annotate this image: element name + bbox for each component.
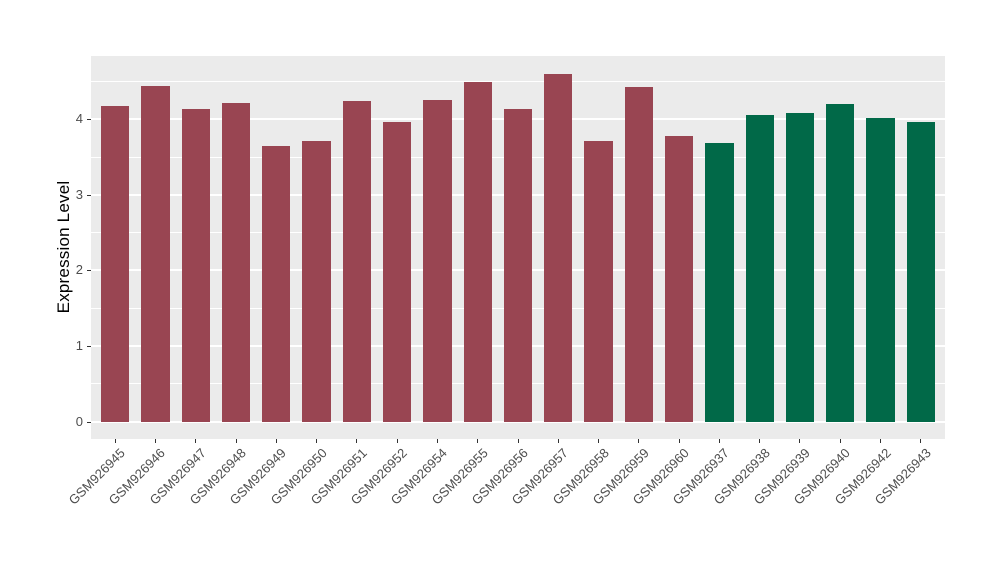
y-tick-label: 1: [75, 338, 83, 354]
x-tick-mark: [517, 439, 519, 443]
bar-GSM926950: [302, 141, 331, 422]
x-tick-mark: [920, 439, 922, 443]
y-tick-label: 0: [75, 413, 83, 429]
bar-GSM926952: [383, 122, 412, 422]
x-tick-mark: [678, 439, 680, 443]
gridline-major: [91, 420, 945, 423]
bar-GSM926943: [906, 121, 935, 422]
bar-GSM926947: [181, 108, 210, 422]
y-tick-mark: [87, 119, 91, 121]
x-tick-mark: [436, 439, 438, 443]
bar-GSM926955: [463, 82, 492, 422]
x-tick-mark: [638, 439, 640, 443]
plot-panel: [91, 56, 945, 439]
bar-GSM926937: [705, 143, 734, 422]
gridline-minor: [91, 80, 945, 82]
x-tick-mark: [759, 439, 761, 443]
y-tick-mark: [87, 421, 91, 423]
bar-GSM926946: [141, 86, 170, 422]
bar-GSM926939: [785, 113, 815, 422]
bar-GSM926958: [584, 141, 613, 422]
bar-GSM926945: [101, 105, 130, 422]
bar-GSM926954: [423, 99, 452, 422]
x-tick-mark: [718, 439, 720, 443]
y-tick-mark: [87, 194, 91, 196]
x-tick-mark: [154, 439, 156, 443]
bar-GSM926951: [342, 101, 371, 422]
x-tick-mark: [235, 439, 237, 443]
x-tick-mark: [799, 439, 801, 443]
bar-GSM926940: [826, 104, 855, 422]
y-tick-label: 3: [75, 186, 83, 202]
bar-GSM926938: [745, 114, 774, 422]
bar-GSM926960: [665, 135, 694, 422]
y-tick-label: 4: [75, 111, 83, 127]
y-tick-mark: [87, 270, 91, 272]
x-tick-mark: [316, 439, 318, 443]
x-tick-mark: [557, 439, 559, 443]
x-tick-mark: [195, 439, 197, 443]
bar-GSM926956: [503, 108, 533, 422]
x-tick-mark: [114, 439, 116, 443]
bar-GSM926942: [866, 117, 895, 422]
x-tick-mark: [275, 439, 277, 443]
y-tick-mark: [87, 346, 91, 348]
x-tick-mark: [880, 439, 882, 443]
x-tick-mark: [477, 439, 479, 443]
x-tick-mark: [396, 439, 398, 443]
x-tick-mark: [356, 439, 358, 443]
y-tick-label: 2: [75, 262, 83, 278]
bar-GSM926957: [544, 73, 573, 422]
x-tick-mark: [598, 439, 600, 443]
x-tick-mark: [839, 439, 841, 443]
bar-GSM926949: [262, 145, 291, 422]
bar-GSM926959: [624, 86, 653, 422]
bar-GSM926948: [221, 103, 251, 422]
